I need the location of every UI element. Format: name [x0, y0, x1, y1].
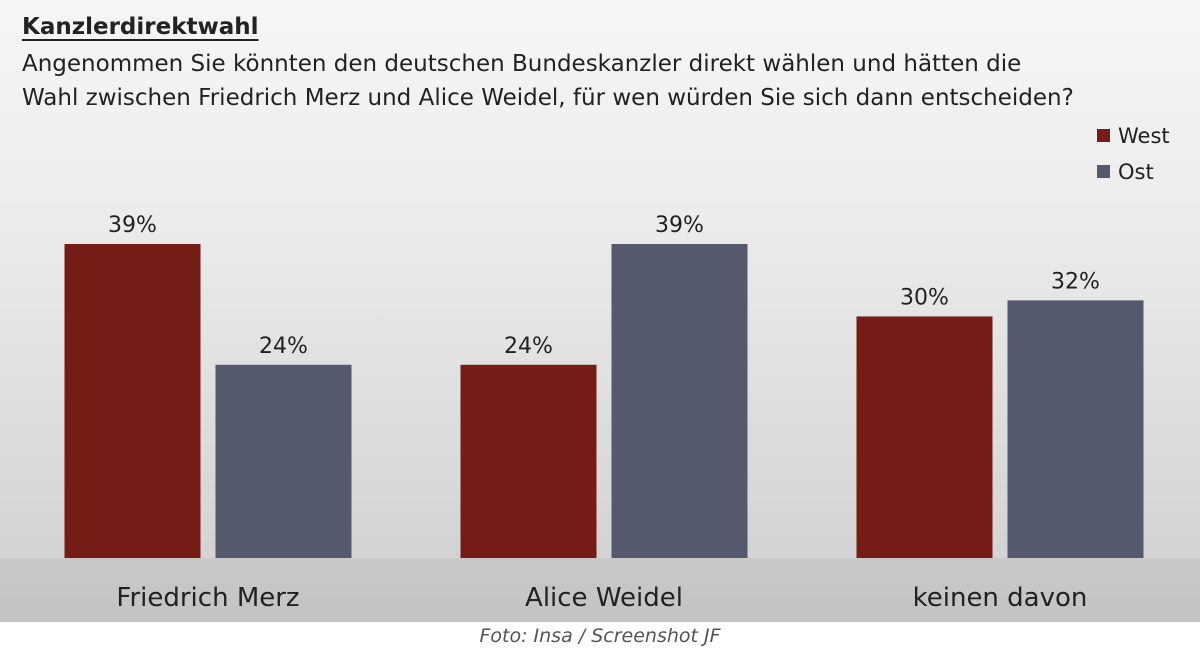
value-label-ost-keinen-davon: 32% — [1051, 269, 1100, 294]
legend-item-west: West — [1097, 124, 1170, 148]
legend-swatch-ost — [1097, 165, 1110, 178]
category-label-friedrich-merz: Friedrich Merz — [116, 583, 299, 613]
legend-swatch-west — [1097, 129, 1110, 142]
bars — [64, 244, 1144, 558]
bar-ost-keinen-davon — [1007, 300, 1144, 558]
chart-subtitle-line-1: Angenommen Sie könnten den deutschen Bun… — [22, 51, 1021, 77]
bar-west-friedrich-merz — [64, 244, 201, 558]
chart-area: Kanzlerdirektwahl Angenommen Sie könnten… — [0, 0, 1200, 622]
bar-west-alice-weidel — [460, 364, 597, 558]
legend-label-west: West — [1118, 124, 1170, 148]
category-labels: Friedrich Merz Alice Weidel keinen davon — [116, 583, 1087, 613]
value-label-west-keinen-davon: 30% — [900, 285, 949, 310]
bar-ost-alice-weidel — [611, 244, 748, 558]
legend: West Ost — [1097, 124, 1170, 184]
bar-chart: Kanzlerdirektwahl Angenommen Sie könnten… — [0, 14, 1200, 622]
category-label-alice-weidel: Alice Weidel — [525, 583, 683, 613]
bar-west-keinen-davon — [856, 316, 993, 558]
chart-subtitle-line-2: Wahl zwischen Friedrich Merz und Alice W… — [22, 85, 1074, 111]
category-label-keinen-davon: keinen davon — [913, 583, 1088, 613]
value-label-ost-alice-weidel: 39% — [655, 213, 704, 238]
value-label-west-alice-weidel: 24% — [504, 334, 553, 359]
bar-ost-friedrich-merz — [215, 364, 352, 558]
legend-label-ost: Ost — [1118, 160, 1154, 184]
photo-caption: Foto: Insa / Screenshot JF — [479, 625, 721, 647]
value-label-ost-friedrich-merz: 24% — [259, 334, 308, 359]
category-axis-band — [0, 558, 1200, 622]
value-labels: 39% 24% 24% 39% 30% 32% — [108, 213, 1100, 359]
chart-title: Kanzlerdirektwahl — [22, 14, 259, 40]
value-label-west-friedrich-merz: 39% — [108, 213, 157, 238]
legend-item-ost: Ost — [1097, 160, 1154, 184]
